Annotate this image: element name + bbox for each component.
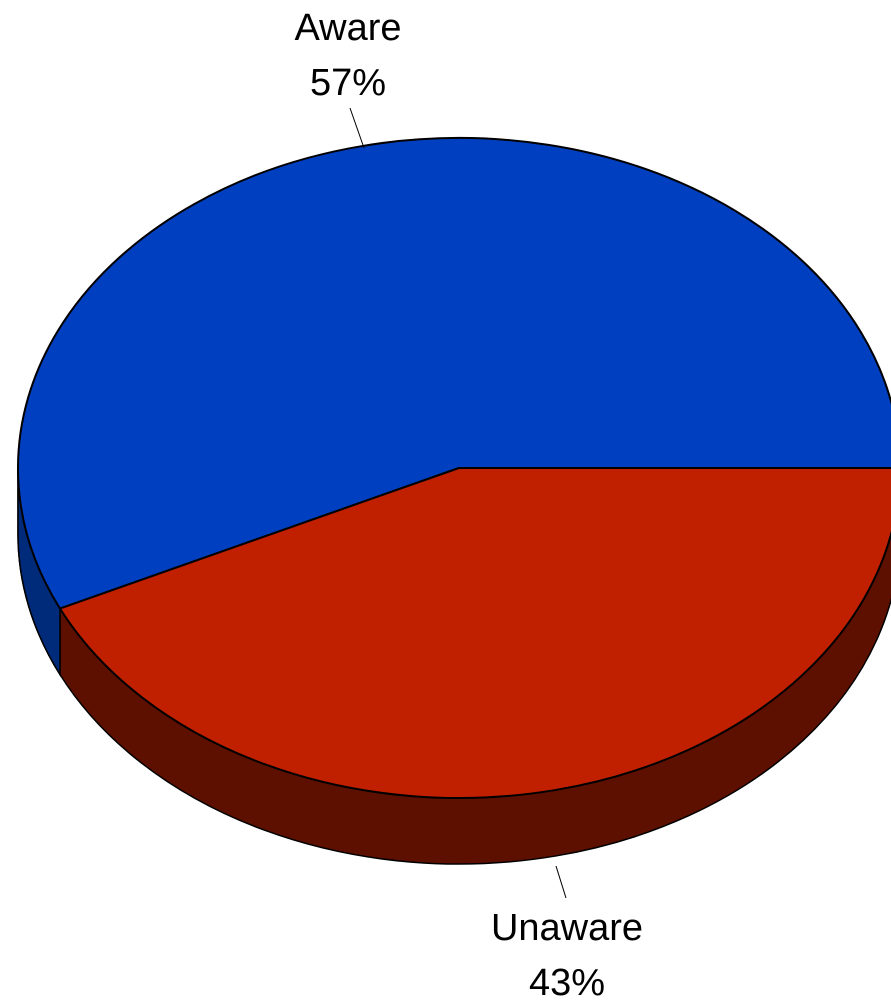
slice-label-aware: Aware: [294, 7, 401, 49]
slice-label-unaware: Unaware: [491, 907, 643, 949]
leader-line-aware: [349, 107, 365, 149]
leader-lines: [349, 107, 567, 899]
slice-value-aware: 57%: [310, 62, 386, 104]
slice-value-unaware: 43%: [529, 962, 605, 1003]
leader-line-unaware: [555, 865, 567, 899]
pie-slice-unaware: [58, 467, 891, 799]
pie-tops: [17, 137, 891, 799]
